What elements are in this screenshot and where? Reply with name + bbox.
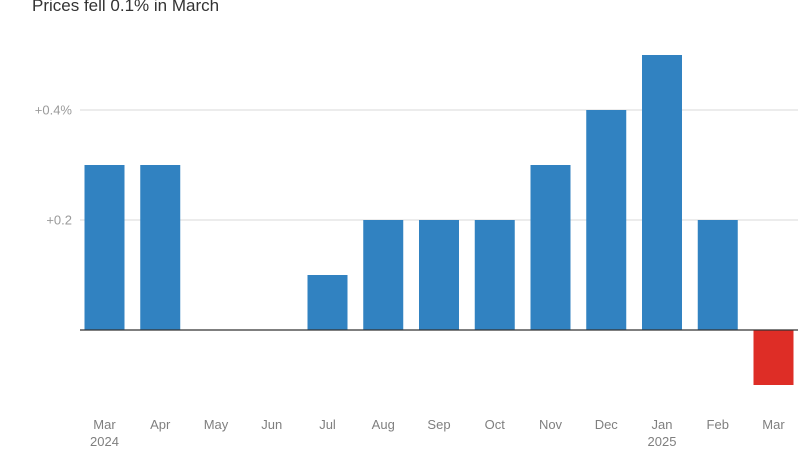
x-tick-label: Apr xyxy=(150,417,171,432)
x-tick-label: Mar xyxy=(93,417,116,432)
y-tick-label: +0.2 xyxy=(46,213,72,228)
x-tick-label: Oct xyxy=(485,417,506,432)
x-tick-label: Mar xyxy=(762,417,785,432)
bar-12 xyxy=(753,330,794,385)
bar-5 xyxy=(363,220,404,330)
x-tick-label: Sep xyxy=(427,417,450,432)
bar-7 xyxy=(474,220,515,330)
x-year-label: 2024 xyxy=(90,434,119,449)
bar-8 xyxy=(530,165,571,330)
x-tick-label: Feb xyxy=(707,417,729,432)
y-tick-label: +0.4% xyxy=(35,103,73,118)
x-tick-label: Jun xyxy=(261,417,282,432)
x-tick-label: Aug xyxy=(372,417,395,432)
chart-title: Prices fell 0.1% in March xyxy=(32,0,220,15)
x-tick-label: Jul xyxy=(319,417,336,432)
x-tick-label: Nov xyxy=(539,417,563,432)
bar-11 xyxy=(697,220,738,330)
bar-0 xyxy=(84,165,125,330)
bar-1 xyxy=(140,165,181,330)
bar-4 xyxy=(307,275,348,330)
x-tick-label: Jan xyxy=(652,417,673,432)
bar-10 xyxy=(642,55,682,330)
x-tick-label: May xyxy=(204,417,229,432)
bar-6 xyxy=(419,220,459,330)
bar-9 xyxy=(586,110,627,330)
x-year-label: 2025 xyxy=(648,434,677,449)
x-tick-label: Dec xyxy=(595,417,619,432)
